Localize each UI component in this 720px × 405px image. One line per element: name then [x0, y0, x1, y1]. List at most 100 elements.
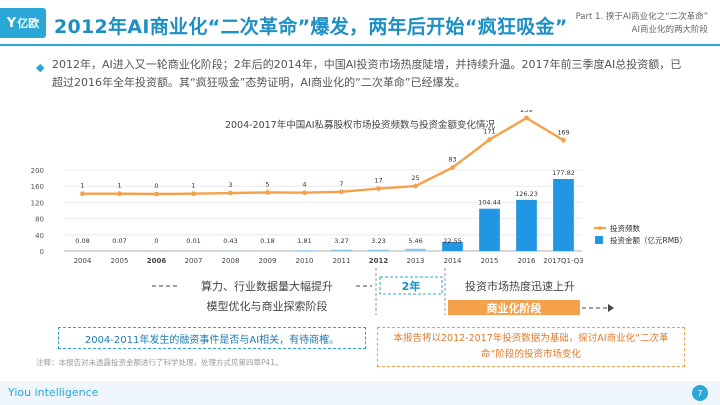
bar [368, 249, 389, 251]
header-divider [0, 44, 720, 46]
page-title: 2012年AI商业化“二次革命”爆发，两年后开始“疯狂吸金” [54, 16, 568, 38]
bar-value-label: 177.82 [552, 169, 575, 177]
chart-title: 2004-2017年中国AI私募股权市场投资频数与投资金额变化情况 [225, 119, 496, 131]
x-tick-label: 2017Q1-Q3 [543, 257, 584, 265]
y-tick-label: 80 [35, 216, 44, 224]
bar [553, 178, 574, 251]
intro-paragraph: 2012年，AI进入又一轮商业化阶段；2年后的2014年，中国AI投资市场热度陡… [52, 58, 682, 89]
bar [294, 250, 315, 251]
bar [72, 250, 93, 252]
bar [331, 249, 352, 251]
line-point [524, 115, 529, 121]
line-value-label: 1 [80, 182, 84, 190]
x-tick-label: 2009 [259, 257, 277, 265]
bar [183, 250, 204, 252]
line-point [80, 191, 85, 197]
legend-label-amount: 投资金额（亿元RMB） [610, 235, 687, 245]
line-point [228, 190, 233, 196]
bullet-diamond-icon: ◆ [36, 61, 45, 74]
legend-bar-marker [595, 236, 603, 244]
line-value-label: 17 [374, 177, 382, 185]
line-value-label: 4 [302, 181, 306, 189]
bar [146, 251, 167, 252]
line-value-label: 171 [483, 128, 495, 136]
phase-right-bottom: 商业化阶段 [487, 301, 542, 315]
y-tick-label: 120 [31, 199, 44, 207]
section-label: Part 1. 揆于AI商业化之“二次革命” AI商业化的两大阶段 [576, 11, 708, 37]
x-tick-label: 2014 [444, 257, 462, 265]
phase-mid: 2年 [402, 279, 421, 293]
phase-mid-box [379, 276, 443, 295]
bar [257, 250, 278, 252]
bar [479, 208, 500, 251]
x-tick-label: 2016 [518, 257, 536, 265]
line-value-label: 7 [339, 180, 343, 188]
phase-right-top: 投资市场热度迅速上升 [465, 279, 575, 293]
line-point [154, 191, 159, 197]
frequency-line [82, 116, 565, 196]
bar-value-label: 0.18 [260, 237, 274, 245]
y-tick-label: 40 [35, 232, 44, 240]
bar-value-label: 0.01 [186, 237, 200, 245]
line-point [117, 191, 122, 197]
arrow-right-icon [608, 304, 614, 312]
y-tick-label: 0 [40, 248, 44, 256]
bar [405, 248, 426, 251]
line-point [561, 137, 566, 143]
line-point [265, 190, 270, 195]
line-value-label: 83 [448, 156, 456, 164]
line-point [339, 189, 344, 195]
line-value-label: 3 [228, 181, 232, 189]
x-tick-label: 2007 [185, 257, 203, 265]
logo-text: 亿欧 [17, 17, 40, 30]
logo-mark-icon: Y [6, 15, 17, 31]
line-point [413, 183, 418, 189]
x-tick-label: 2013 [407, 257, 425, 265]
line-value-label: 0 [154, 182, 158, 190]
phase-left-top: 算力、行业数据量大幅提升 [201, 279, 333, 293]
line-point [376, 186, 381, 191]
line-value-label: 239 [520, 110, 532, 114]
line-point [302, 190, 307, 196]
bar-value-label: 3.23 [371, 237, 385, 245]
investment-chart: 2004-2017年中国AI私募股权市场投资频数与投资金额变化情况 040801… [31, 110, 687, 315]
section-label-line2: AI商业化的两大阶段 [631, 25, 708, 35]
bar-value-label: 1.81 [297, 237, 311, 245]
line-value-label: 5 [265, 180, 269, 188]
bar-value-label: 0.08 [75, 237, 89, 245]
x-tick-label: 2011 [333, 257, 351, 265]
phase-right-bottom-bg [448, 300, 580, 315]
line-point [191, 191, 196, 197]
bar-value-label: 3.27 [334, 237, 348, 245]
source-note: 注释：本报告对未透露投资金额进行了科学处理，处理方式见第四章P41。 [36, 358, 283, 367]
section-label-line1: Part 1. 揆于AI商业化之“二次革命” [575, 12, 708, 22]
line-value-label: 1 [117, 182, 121, 190]
x-tick-label: 2015 [481, 257, 499, 265]
bar-value-label: 0 [154, 237, 158, 245]
phase-left-bottom: 模型优化与商业探索阶段 [207, 299, 328, 313]
bar-value-label: 5.46 [408, 237, 422, 245]
bar [516, 199, 537, 251]
bar-value-label: 104.44 [478, 199, 501, 207]
line-point [450, 165, 455, 171]
bar-value-label: 0.07 [112, 237, 126, 245]
legend-label-frequency: 投资频数 [610, 223, 640, 233]
note-early-years: 2004-2011年发生的融资事件是否与AI相关，有待商榷。 [58, 327, 366, 349]
bar-value-label: 0.43 [223, 237, 237, 245]
y-tick-label: 200 [31, 167, 44, 175]
line-value-label: 25 [411, 174, 419, 182]
bar-value-label: 22.55 [443, 237, 462, 245]
line-value-label: 1 [191, 182, 195, 190]
x-tick-label: 2010 [296, 257, 314, 265]
x-tick-label: 2008 [222, 257, 240, 265]
x-tick-label: 2004 [74, 257, 92, 265]
line-point [487, 137, 492, 143]
bar [442, 241, 463, 251]
x-tick-label: 2006 [147, 257, 167, 265]
page-number: 7 [692, 385, 708, 401]
bar-value-label: 126.23 [515, 190, 538, 198]
y-tick-label: 160 [31, 183, 44, 191]
brand-logo: Y 亿欧 [0, 8, 46, 38]
line-value-label: 169 [557, 128, 569, 136]
legend-line-dot [598, 226, 602, 230]
